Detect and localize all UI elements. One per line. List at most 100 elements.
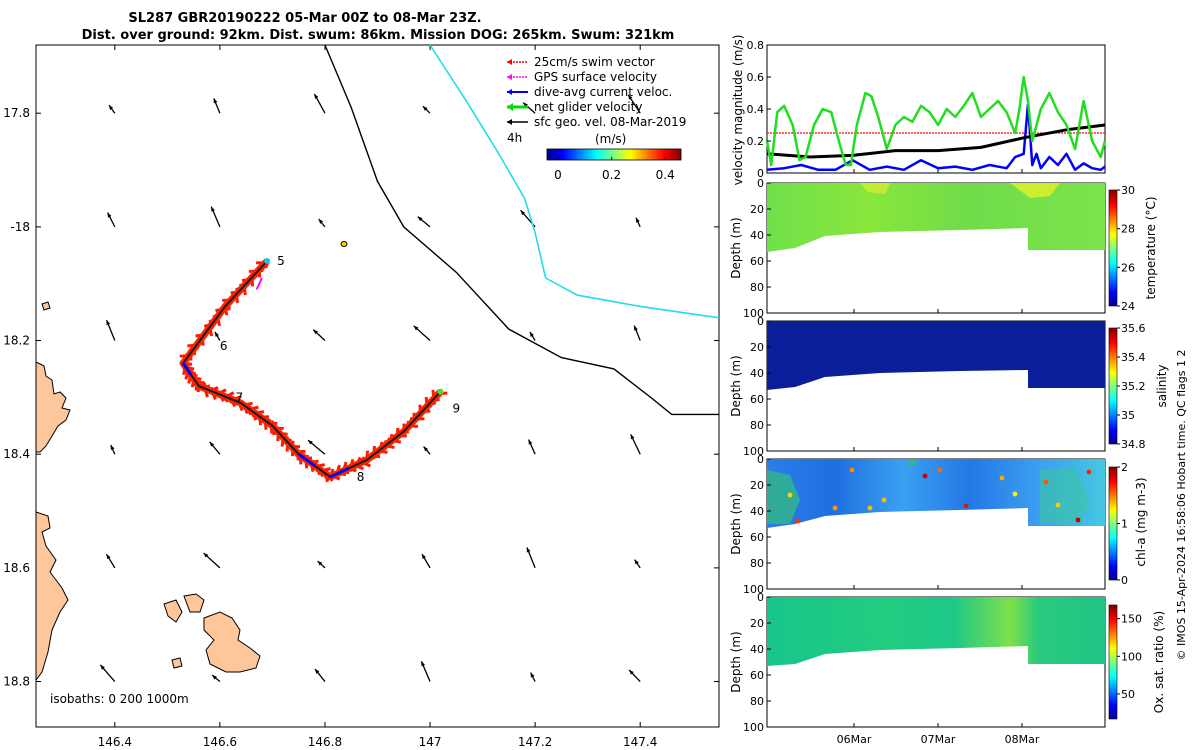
depth-tick-label: 100 [743, 445, 764, 458]
chla-sample-dot [1012, 491, 1018, 497]
map-colorbar [546, 148, 682, 161]
salinity-colorbar [1108, 327, 1118, 445]
map-legend: 25cm/s swim vector GPS surface velocity … [507, 55, 686, 182]
depth-tick-label: 80 [750, 419, 764, 432]
depth-tick-label: 100 [743, 721, 764, 734]
time-tick-label: 06Mar [837, 733, 872, 746]
map-x-tick-label: 147 [419, 735, 442, 749]
velocity-y-tick-label: 0 [757, 167, 764, 180]
depth-tick-label: 100 [743, 307, 764, 320]
depth-tick-label: 0 [757, 591, 764, 604]
chla-sample-dot [937, 467, 943, 473]
geo-velocity-arrowhead [212, 675, 217, 680]
geo-velocity-arrowhead [308, 440, 313, 445]
track-end-marker [437, 388, 444, 395]
geo-velocity-arrowhead [629, 669, 634, 675]
oxsat-colorbar-label: Ox. sat. ratio (%) [1152, 611, 1166, 713]
depth-tick-label: 40 [750, 505, 764, 518]
geo-velocity-arrowhead [523, 102, 528, 108]
section-colorbar-tick-label: 150 [1121, 613, 1142, 626]
chla-sample-dot [1055, 502, 1061, 508]
chla-sample-dot [849, 467, 855, 473]
colorbar-title: (m/s) [595, 132, 626, 146]
geo-velocity-arrowhead [417, 216, 423, 222]
depth-tick-label: 40 [750, 643, 764, 656]
depth-tick-label: 0 [757, 177, 764, 190]
map-x-tick-label: 146.4 [98, 735, 132, 749]
map-y-tick-label: 18.6 [3, 561, 30, 575]
section-oxsat: Ox. sat. ratio (%) [766, 596, 1166, 728]
waypoint-labels: 5 6 7 8 9 [220, 254, 460, 484]
section-colorbar-tick-label: 26 [1121, 261, 1135, 274]
land-island-a [163, 599, 183, 623]
isobath-1000m [429, 44, 720, 319]
salinity-colorbar-label: salinity [1155, 364, 1169, 407]
section-salinity: salinity [766, 320, 1169, 452]
waypoint-label: 7 [236, 390, 244, 404]
isobath-200m [324, 44, 719, 416]
geo-velocity-arrowhead [423, 446, 429, 452]
depth-tick-label: 40 [750, 367, 764, 380]
geo-velocity-arrowhead [313, 329, 318, 335]
glider-track [179, 257, 448, 483]
chla-colorbar-label: chl-a (mg m-3) [1134, 477, 1148, 566]
map-y-tick-label: 18.2 [3, 334, 30, 348]
depth-axis-label: Depth (m) [729, 355, 743, 416]
dive-avg-current-segment [329, 467, 350, 479]
temperature-warm-patch [860, 183, 890, 194]
legend-dive-avg-current: dive-avg current veloc. [507, 85, 672, 99]
geo-velocity-arrowhead [203, 553, 209, 558]
reef-marker [340, 241, 348, 247]
depth-tick-label: 40 [750, 229, 764, 242]
dive-avg-current-segment [181, 362, 193, 376]
depth-tick-label: 60 [750, 531, 764, 544]
map-x-axis: 146.4 146.6 146.8 147 147.2 147.4 [98, 45, 657, 749]
section-colorbar-tick-label: 1 [1121, 518, 1128, 531]
geo-velocity-arrowhead [108, 105, 114, 110]
colorbar-tick-label: 0.4 [656, 168, 675, 182]
geo-velocity-arrowhead [214, 331, 219, 337]
temperature-colorbar [1108, 189, 1118, 307]
geo-velocity-arrowhead [628, 94, 633, 100]
geo-velocity-arrowhead [422, 106, 428, 111]
map-y-tick-label: 18.4 [3, 447, 30, 461]
oxsat-field [767, 597, 1105, 666]
section-temperature: temperature (°C) [766, 182, 1158, 314]
depth-tick-label: 80 [750, 557, 764, 570]
depth-tick-label: 80 [750, 695, 764, 708]
section-colorbar-tick-label: 100 [1121, 650, 1142, 663]
chla-high-patch [767, 470, 800, 524]
credit-line: © IMOS 15-Apr-2024 16:58:06 Hobart time.… [1175, 350, 1188, 661]
chla-sample-dot [832, 505, 838, 511]
waypoint-label: 6 [220, 339, 228, 353]
chla-sample-dot [963, 503, 969, 509]
waypoint-label: 8 [357, 470, 365, 484]
map-content [99, 93, 641, 683]
chla-sample-dot [1043, 479, 1049, 485]
section-colorbar-ticks: 24 26 28 30 34.8 35 35.2 35.4 35.6 0 1 2 50 100 150 [1117, 184, 1146, 701]
geo-velocity-arrowhead [106, 320, 111, 326]
velocity-panel: 0 0.2 0.4 0.6 0.8 velocity magnitude (m/s) [731, 35, 1107, 185]
land-island-b [183, 593, 205, 613]
velocity-y-axis: 0 0.2 0.4 0.6 0.8 [747, 39, 771, 180]
section-colorbar-tick-label: 35.2 [1121, 380, 1146, 393]
section-colorbar-tick-label: 35.6 [1121, 322, 1146, 335]
time-tick-label: 07Mar [921, 733, 956, 746]
oxsat-colorbar [1108, 604, 1118, 720]
depth-tick-label: 0 [757, 315, 764, 328]
chla-sample-dot [867, 505, 873, 511]
legend-gps-velocity: GPS surface velocity [507, 70, 657, 84]
colorbar-tick-label: 0 [554, 168, 562, 182]
map-x-tick-label: 146.6 [203, 735, 237, 749]
section-colorbar-tick-label: 28 [1121, 223, 1135, 236]
temperature-field [767, 183, 1105, 252]
section-colorbar-tick-label: 30 [1121, 184, 1135, 197]
section-chla: chl-a (mg m-3) [766, 458, 1148, 590]
land-mainland [35, 361, 71, 453]
section-colorbar-tick-label: 2 [1121, 461, 1128, 474]
chart-title-line1: SL287 GBR20190222 05-Mar 00Z to 08-Mar 2… [128, 11, 481, 26]
geo-velocity-arrowhead [106, 554, 111, 560]
chla-colorbar [1108, 466, 1118, 581]
map-y-tick-label: 18.8 [3, 675, 30, 689]
chla-sample-dot [881, 497, 887, 503]
